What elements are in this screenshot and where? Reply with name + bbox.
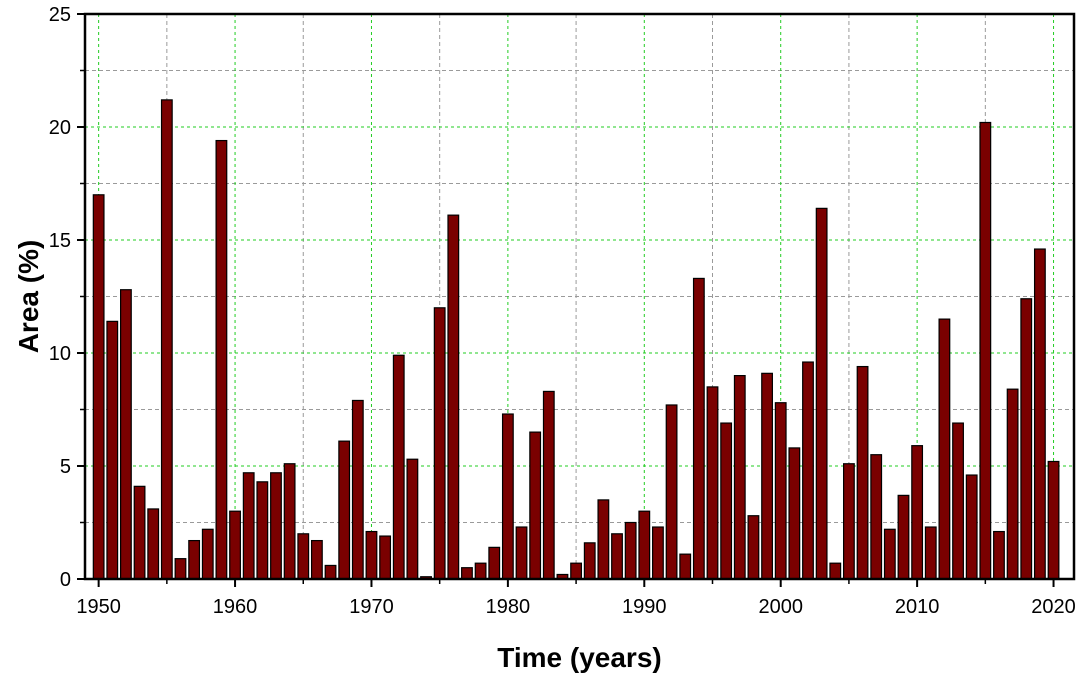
bar-2014	[965, 474, 978, 580]
bar-1981	[515, 526, 528, 580]
bar-1995	[706, 386, 719, 580]
bar-2001	[788, 447, 801, 580]
bar-1990	[638, 510, 651, 580]
bar-1983	[542, 390, 555, 580]
bar-1970	[365, 530, 378, 580]
bar-2000	[774, 402, 787, 580]
bar-2016	[993, 530, 1005, 580]
bar-1962	[256, 481, 269, 580]
bar-1969	[351, 399, 364, 580]
bar-2004	[829, 562, 842, 580]
bar-1989	[624, 521, 637, 580]
y-tick-label-20: 20	[49, 117, 71, 139]
x-tick-label-1960: 1960	[213, 596, 258, 618]
bar-2015	[979, 121, 992, 580]
x-tick-label-2010: 2010	[895, 596, 940, 618]
y-tick-label-5: 5	[60, 456, 71, 478]
bar-2003	[815, 207, 828, 580]
x-tick-label-1990: 1990	[622, 596, 667, 618]
bar-1961	[242, 472, 255, 580]
bar-1954	[147, 508, 160, 580]
bar-1977	[461, 567, 473, 580]
y-axis-title: Area (%)	[13, 240, 44, 354]
bar-1998	[747, 515, 760, 580]
bar-1973	[406, 458, 419, 580]
bar-1987	[597, 499, 610, 580]
bar-2020	[1047, 460, 1060, 580]
bar-1982	[529, 431, 542, 580]
bar-1963	[270, 472, 282, 580]
bar-1964	[283, 463, 296, 580]
bar-1992	[665, 404, 678, 580]
bar-1958	[201, 528, 214, 580]
bar-1991	[652, 526, 664, 580]
bar-2017	[1006, 388, 1019, 580]
bar-2008	[883, 528, 896, 580]
bar-1971	[379, 535, 392, 580]
bar-2013	[952, 422, 964, 580]
bar-1951	[106, 320, 119, 580]
x-tick-label-1950: 1950	[76, 596, 121, 618]
grid	[85, 14, 1074, 579]
y-tick-label-10: 10	[49, 343, 71, 365]
bar-1960	[229, 510, 241, 580]
bar-1967	[324, 564, 337, 580]
bar-1996	[720, 422, 733, 580]
x-axis-title: Time (years)	[497, 642, 661, 673]
bar-1993	[679, 553, 692, 580]
bar-1997	[733, 375, 746, 580]
bar-1959	[215, 139, 228, 580]
bar-1980	[501, 413, 514, 580]
bar-1953	[133, 485, 146, 580]
bar-1966	[310, 539, 323, 580]
bar-1999	[761, 372, 773, 580]
bar-2009	[897, 494, 910, 580]
bar-1994	[692, 277, 705, 580]
x-tick-label-1980: 1980	[486, 596, 531, 618]
x-tick-label-1970: 1970	[349, 596, 394, 618]
bar-1957	[188, 539, 201, 580]
y-tick-label-0: 0	[60, 569, 71, 591]
bar-1972	[392, 354, 405, 580]
y-tick-label-15: 15	[49, 230, 71, 252]
x-tick-label-2020: 2020	[1031, 596, 1076, 618]
axis-ticks	[77, 13, 1055, 587]
bar-1988	[611, 533, 623, 580]
bar-1976	[447, 214, 460, 580]
bar-1968	[338, 440, 351, 580]
bar-1975	[433, 307, 446, 580]
bar-2006	[856, 365, 869, 580]
bar-2011	[924, 526, 937, 580]
bar-2018	[1020, 298, 1033, 580]
y-tick-label-25: 25	[49, 4, 71, 26]
bar-2005	[842, 463, 855, 580]
x-tick-label-2000: 2000	[758, 596, 803, 618]
bar-1985	[570, 562, 583, 580]
bar-1956	[174, 558, 187, 580]
tick-labels: 1950 1960 1970 1980 1990 2000 2010 2020 0 5 10 15 20…	[49, 4, 1076, 618]
bar-2019	[1033, 248, 1046, 580]
bar-1952	[120, 289, 132, 580]
bar-1965	[297, 533, 310, 580]
bar-1950	[92, 194, 105, 580]
bar-2010	[911, 445, 924, 580]
bar-2012	[938, 318, 951, 580]
bar-1955	[160, 99, 173, 580]
bar-2007	[870, 454, 883, 580]
bar-1979	[488, 546, 501, 580]
bar-2002	[802, 361, 814, 580]
bar-1986	[583, 542, 596, 580]
bar-1978	[474, 562, 487, 580]
